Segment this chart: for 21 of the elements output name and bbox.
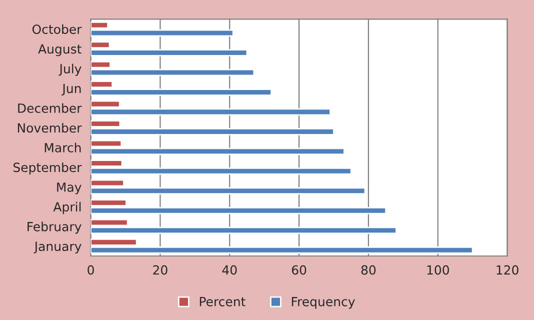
y-tick-label: April xyxy=(53,202,81,214)
x-tick-label: 60 xyxy=(292,265,306,275)
legend-label: Percent xyxy=(200,297,246,306)
y-tick-label: May xyxy=(57,182,82,194)
y-tick-label: October xyxy=(32,24,82,34)
x-tick-label: 20 xyxy=(153,265,168,275)
x-tick-label: 0 xyxy=(88,265,94,275)
y-tick-label: March xyxy=(44,142,81,152)
y-tick-label: August xyxy=(38,44,82,56)
x-tick-label: 120 xyxy=(496,265,518,275)
y-tick-label: July xyxy=(58,64,82,76)
y-tick-label: January xyxy=(34,242,82,254)
x-tick-label: 80 xyxy=(361,265,376,275)
y-tick-label: December xyxy=(18,103,82,113)
y-tick-label: Jun xyxy=(62,84,81,96)
x-tick-label: 40 xyxy=(222,265,237,275)
legend-label: Frequency xyxy=(292,297,355,309)
y-tick-label: September xyxy=(13,162,82,175)
y-tick-label: February xyxy=(28,222,82,234)
x-tick-label: 100 xyxy=(427,265,449,275)
y-tick-label: November xyxy=(18,122,82,133)
